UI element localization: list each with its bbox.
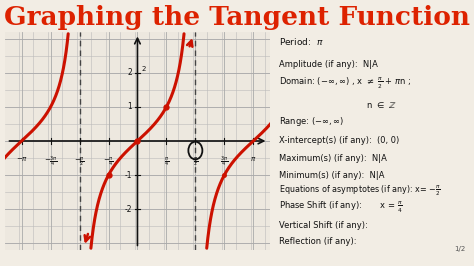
Text: Amplitude (if any):  N|A: Amplitude (if any): N|A xyxy=(279,60,378,69)
Text: $-\frac{\pi}{4}$: $-\frac{\pi}{4}$ xyxy=(103,155,114,168)
Text: Period:  $\pi$: Period: $\pi$ xyxy=(279,36,323,47)
Text: Range: $(-\infty,\infty)$: Range: $(-\infty,\infty)$ xyxy=(279,115,344,128)
Text: $\frac{\pi}{4}$: $\frac{\pi}{4}$ xyxy=(164,155,169,168)
Text: 1: 1 xyxy=(127,102,132,111)
Text: -2: -2 xyxy=(125,205,132,214)
Text: Minimum(s) (if any):  N|A: Minimum(s) (if any): N|A xyxy=(279,171,384,180)
Text: $\frac{3\pi}{4}$: $\frac{3\pi}{4}$ xyxy=(220,155,228,169)
Text: 2: 2 xyxy=(127,68,132,77)
Text: Vertical Shift (if any):: Vertical Shift (if any): xyxy=(279,221,367,230)
Text: $\frac{\pi}{2}$: $\frac{\pi}{2}$ xyxy=(193,155,198,168)
Text: Maximum(s) (if any):  N|A: Maximum(s) (if any): N|A xyxy=(279,154,387,163)
Text: n $\in$ $\mathbb{Z}$: n $\in$ $\mathbb{Z}$ xyxy=(279,101,396,110)
Text: Equations of asymptotes (if any): x= $-\frac{\pi}{2}$: Equations of asymptotes (if any): x= $-\… xyxy=(279,183,441,198)
Text: Graphing the Tangent Function: Graphing the Tangent Function xyxy=(4,5,470,30)
Text: -1: -1 xyxy=(125,171,132,180)
Text: Phase Shift (if any):       x = $\frac{\pi}{4}$: Phase Shift (if any): x = $\frac{\pi}{4}… xyxy=(279,200,403,215)
Text: $-\frac{\pi}{2}$: $-\frac{\pi}{2}$ xyxy=(74,155,85,168)
Text: $-\frac{3\pi}{4}$: $-\frac{3\pi}{4}$ xyxy=(44,155,57,169)
Text: $\pi$: $\pi$ xyxy=(250,155,256,163)
Text: X-intercept(s) (if any):  (0, 0): X-intercept(s) (if any): (0, 0) xyxy=(279,136,399,145)
Text: Domain: $(-\infty,\infty)$ , x $\neq$ $\frac{\pi}{2}$ + $\pi$n ;: Domain: $(-\infty,\infty)$ , x $\neq$ $\… xyxy=(279,76,411,91)
Text: 2: 2 xyxy=(142,66,146,72)
Text: 1/2: 1/2 xyxy=(454,246,465,252)
Text: $-\pi$: $-\pi$ xyxy=(16,155,27,163)
Text: Reflection (if any):: Reflection (if any): xyxy=(279,237,356,246)
